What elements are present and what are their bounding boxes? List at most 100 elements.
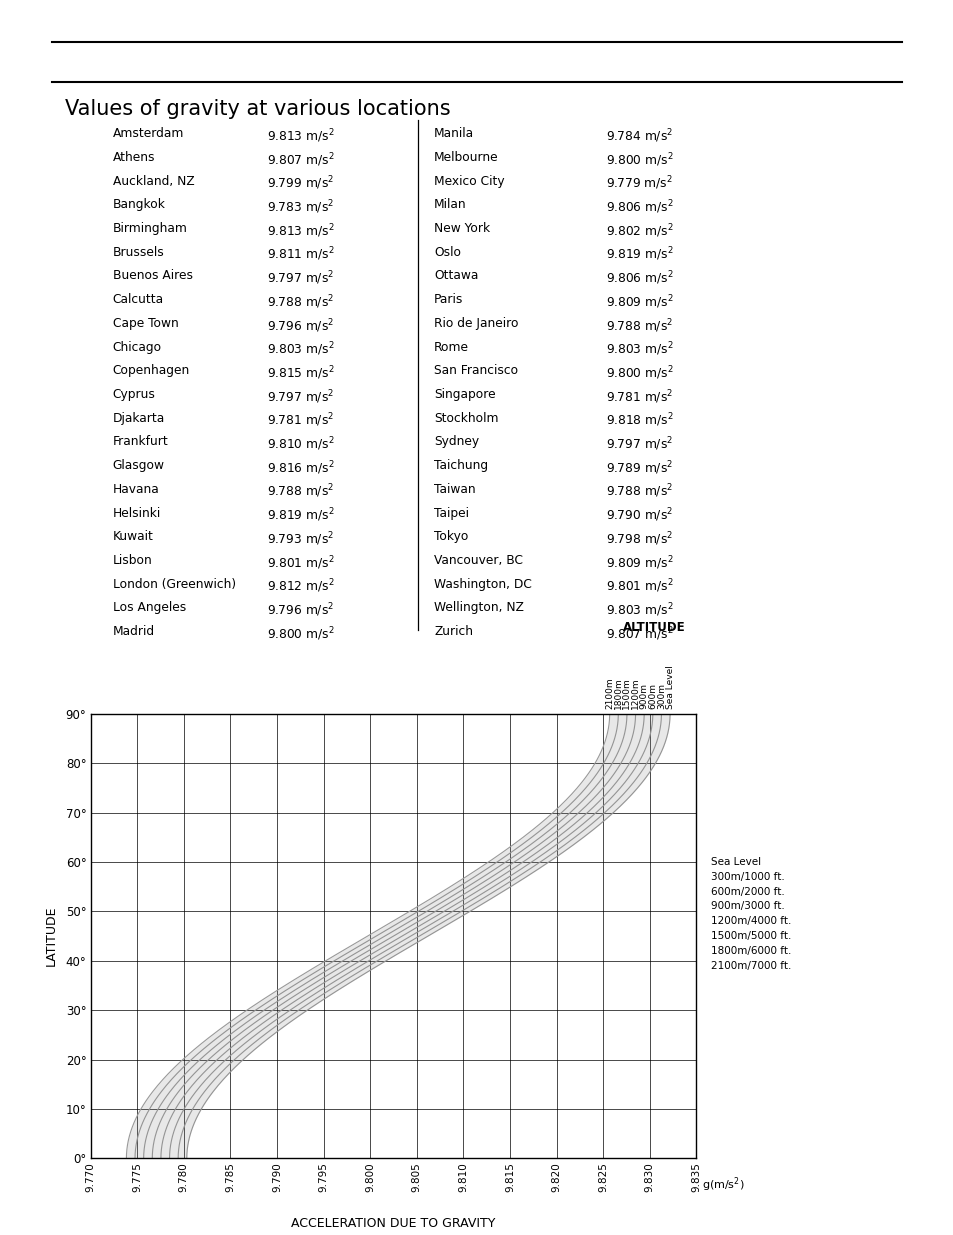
- Text: Ottawa: Ottawa: [434, 269, 478, 283]
- Text: $\mathregular{9.800\ m/s^{2}}$: $\mathregular{9.800\ m/s^{2}}$: [267, 625, 335, 642]
- Text: $\mathregular{9.810\ m/s^{2}}$: $\mathregular{9.810\ m/s^{2}}$: [267, 436, 335, 453]
- Text: Milan: Milan: [434, 199, 466, 211]
- Text: Mexico City: Mexico City: [434, 174, 504, 188]
- Text: 1200m: 1200m: [630, 677, 639, 709]
- Text: $\mathregular{9.788\ m/s^{2}}$: $\mathregular{9.788\ m/s^{2}}$: [605, 483, 672, 500]
- Text: $\mathregular{9.819\ m/s^{2}}$: $\mathregular{9.819\ m/s^{2}}$: [267, 506, 335, 524]
- Text: 1500m/5000 ft.: 1500m/5000 ft.: [710, 931, 790, 941]
- Text: $\mathregular{9.797\ m/s^{2}}$: $\mathregular{9.797\ m/s^{2}}$: [267, 388, 334, 405]
- Text: $\mathregular{9.812\ m/s^{2}}$: $\mathregular{9.812\ m/s^{2}}$: [267, 578, 335, 595]
- Text: Buenos Aires: Buenos Aires: [112, 269, 193, 283]
- Text: Washington, DC: Washington, DC: [434, 578, 532, 590]
- Text: New York: New York: [434, 222, 490, 235]
- Text: $\mathregular{9.803\ m/s^{2}}$: $\mathregular{9.803\ m/s^{2}}$: [267, 341, 335, 358]
- Text: London (Greenwich): London (Greenwich): [112, 578, 235, 590]
- Text: Bangkok: Bangkok: [112, 199, 165, 211]
- Text: Helsinki: Helsinki: [112, 506, 161, 520]
- Text: $\mathregular{9.793\ m/s^{2}}$: $\mathregular{9.793\ m/s^{2}}$: [267, 530, 334, 548]
- Text: Amsterdam: Amsterdam: [112, 127, 184, 141]
- Text: Manila: Manila: [434, 127, 474, 141]
- Text: g(m/s$^2$): g(m/s$^2$): [701, 1176, 744, 1194]
- Text: San Francisco: San Francisco: [434, 364, 517, 378]
- Text: $\mathregular{9.789\ m/s^{2}}$: $\mathregular{9.789\ m/s^{2}}$: [605, 459, 672, 477]
- Text: 300m: 300m: [657, 683, 665, 709]
- Text: $\mathregular{9.781\ m/s^{2}}$: $\mathregular{9.781\ m/s^{2}}$: [267, 411, 334, 430]
- Text: $\mathregular{9.800\ m/s^{2}}$: $\mathregular{9.800\ m/s^{2}}$: [605, 151, 673, 168]
- Text: Wellington, NZ: Wellington, NZ: [434, 601, 523, 615]
- Text: Cyprus: Cyprus: [112, 388, 155, 401]
- Text: $\mathregular{9.813\ m/s^{2}}$: $\mathregular{9.813\ m/s^{2}}$: [267, 127, 335, 144]
- X-axis label: ACCELERATION DUE TO GRAVITY: ACCELERATION DUE TO GRAVITY: [291, 1218, 496, 1230]
- Text: Paris: Paris: [434, 293, 463, 306]
- Text: Chicago: Chicago: [112, 341, 161, 353]
- Text: $\mathregular{9.806\ m/s^{2}}$: $\mathregular{9.806\ m/s^{2}}$: [605, 199, 673, 216]
- Text: $\mathregular{9.796\ m/s^{2}}$: $\mathregular{9.796\ m/s^{2}}$: [267, 601, 334, 619]
- Text: 1800m/6000 ft.: 1800m/6000 ft.: [710, 946, 790, 956]
- Text: Birmingham: Birmingham: [112, 222, 187, 235]
- Text: $\mathregular{9.788\ m/s^{2}}$: $\mathregular{9.788\ m/s^{2}}$: [605, 317, 672, 335]
- Text: $\mathregular{9.807\ m/s^{2}}$: $\mathregular{9.807\ m/s^{2}}$: [605, 625, 673, 642]
- Text: ALTITUDE: ALTITUDE: [622, 620, 685, 634]
- Text: 1800m: 1800m: [613, 677, 622, 709]
- Text: $\mathregular{9.783\ m/s^{2}}$: $\mathregular{9.783\ m/s^{2}}$: [267, 199, 334, 216]
- Text: 2100m: 2100m: [604, 677, 614, 709]
- Y-axis label: LATITUDE: LATITUDE: [45, 906, 57, 966]
- Text: 1500m: 1500m: [621, 677, 631, 709]
- Text: Djakarta: Djakarta: [112, 411, 165, 425]
- Text: 900m: 900m: [639, 683, 648, 709]
- Text: Taipei: Taipei: [434, 506, 469, 520]
- Text: $\mathregular{9.798\ m/s^{2}}$: $\mathregular{9.798\ m/s^{2}}$: [605, 530, 672, 548]
- Text: Sea Level: Sea Level: [710, 857, 760, 867]
- Text: 600m/2000 ft.: 600m/2000 ft.: [710, 887, 783, 897]
- Text: Singapore: Singapore: [434, 388, 496, 401]
- Text: $\mathregular{9.809\ m/s^{2}}$: $\mathregular{9.809\ m/s^{2}}$: [605, 293, 673, 311]
- Text: $\mathregular{9.816\ m/s^{2}}$: $\mathregular{9.816\ m/s^{2}}$: [267, 459, 335, 477]
- Text: $\mathregular{9.818\ m/s^{2}}$: $\mathregular{9.818\ m/s^{2}}$: [605, 411, 673, 430]
- Text: $\mathregular{9.803\ m/s^{2}}$: $\mathregular{9.803\ m/s^{2}}$: [605, 341, 673, 358]
- Text: $\mathregular{9.809\ m/s^{2}}$: $\mathregular{9.809\ m/s^{2}}$: [605, 555, 673, 572]
- Text: Oslo: Oslo: [434, 246, 460, 259]
- Text: Calcutta: Calcutta: [112, 293, 164, 306]
- Text: Kuwait: Kuwait: [112, 530, 153, 543]
- Text: Rome: Rome: [434, 341, 469, 353]
- Text: Auckland, NZ: Auckland, NZ: [112, 174, 194, 188]
- Text: $\mathregular{9.779\ m/s^{2}}$: $\mathregular{9.779\ m/s^{2}}$: [605, 174, 672, 193]
- Text: Vancouver, BC: Vancouver, BC: [434, 555, 522, 567]
- Text: Athens: Athens: [112, 151, 155, 164]
- Text: Sydney: Sydney: [434, 436, 478, 448]
- Text: 300m/1000 ft.: 300m/1000 ft.: [710, 872, 783, 882]
- Text: 900m/3000 ft.: 900m/3000 ft.: [710, 902, 783, 911]
- Text: $\mathregular{9.790\ m/s^{2}}$: $\mathregular{9.790\ m/s^{2}}$: [605, 506, 672, 524]
- Text: $\mathregular{9.788\ m/s^{2}}$: $\mathregular{9.788\ m/s^{2}}$: [267, 293, 334, 311]
- Text: $\mathregular{9.801\ m/s^{2}}$: $\mathregular{9.801\ m/s^{2}}$: [267, 555, 335, 572]
- Text: Rio de Janeiro: Rio de Janeiro: [434, 317, 518, 330]
- Text: $\mathregular{9.819\ m/s^{2}}$: $\mathregular{9.819\ m/s^{2}}$: [605, 246, 673, 263]
- Text: Glasgow: Glasgow: [112, 459, 165, 472]
- Text: $\mathregular{9.813\ m/s^{2}}$: $\mathregular{9.813\ m/s^{2}}$: [267, 222, 335, 240]
- Text: Tokyo: Tokyo: [434, 530, 468, 543]
- Text: $\mathregular{9.797\ m/s^{2}}$: $\mathregular{9.797\ m/s^{2}}$: [267, 269, 334, 287]
- Text: Los Angeles: Los Angeles: [112, 601, 186, 615]
- Text: $\mathregular{9.781\ m/s^{2}}$: $\mathregular{9.781\ m/s^{2}}$: [605, 388, 672, 405]
- Text: 2100m/7000 ft.: 2100m/7000 ft.: [710, 961, 790, 971]
- Text: Madrid: Madrid: [112, 625, 154, 638]
- Text: Havana: Havana: [112, 483, 159, 496]
- Text: $\mathregular{9.815\ m/s^{2}}$: $\mathregular{9.815\ m/s^{2}}$: [267, 364, 335, 382]
- Text: Cape Town: Cape Town: [112, 317, 178, 330]
- Text: Copenhagen: Copenhagen: [112, 364, 190, 378]
- Text: $\mathregular{9.811\ m/s^{2}}$: $\mathregular{9.811\ m/s^{2}}$: [267, 246, 335, 263]
- Text: $\mathregular{9.800\ m/s^{2}}$: $\mathregular{9.800\ m/s^{2}}$: [605, 364, 673, 382]
- Text: Taiwan: Taiwan: [434, 483, 476, 496]
- Text: Melbourne: Melbourne: [434, 151, 498, 164]
- Text: $\mathregular{9.806\ m/s^{2}}$: $\mathregular{9.806\ m/s^{2}}$: [605, 269, 673, 287]
- Text: Taichung: Taichung: [434, 459, 488, 472]
- Text: Sea Level: Sea Level: [665, 664, 674, 709]
- Text: $\mathregular{9.788\ m/s^{2}}$: $\mathregular{9.788\ m/s^{2}}$: [267, 483, 334, 500]
- Text: $\mathregular{9.797\ m/s^{2}}$: $\mathregular{9.797\ m/s^{2}}$: [605, 436, 672, 453]
- Text: Lisbon: Lisbon: [112, 555, 152, 567]
- Text: Frankfurt: Frankfurt: [112, 436, 168, 448]
- Text: Stockholm: Stockholm: [434, 411, 498, 425]
- Text: $\mathregular{9.784\ m/s^{2}}$: $\mathregular{9.784\ m/s^{2}}$: [605, 127, 672, 144]
- Text: Values of gravity at various locations: Values of gravity at various locations: [65, 99, 450, 119]
- Text: $\mathregular{9.807\ m/s^{2}}$: $\mathregular{9.807\ m/s^{2}}$: [267, 151, 335, 168]
